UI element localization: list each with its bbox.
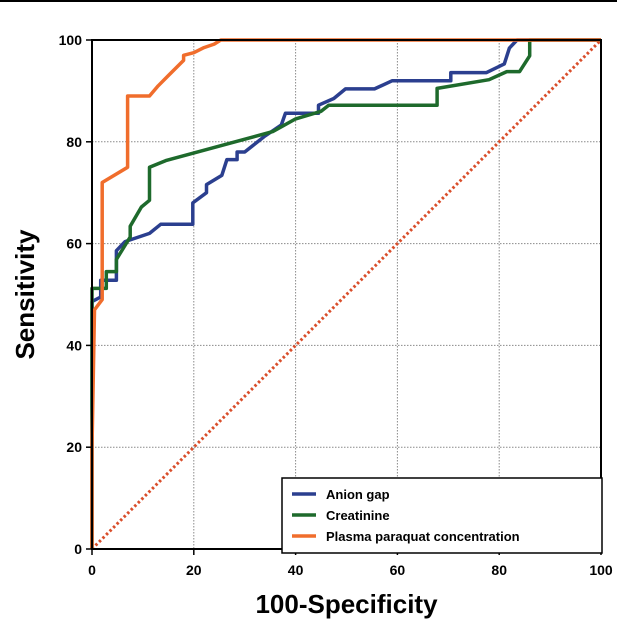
grid-lines xyxy=(92,40,601,549)
series-line-anion-gap xyxy=(90,38,601,549)
series-lines xyxy=(90,38,601,549)
y-tick-label: 80 xyxy=(66,134,82,150)
x-tick-label: 40 xyxy=(288,562,304,578)
y-tick-label: 20 xyxy=(66,439,82,455)
x-tick-label: 80 xyxy=(491,562,507,578)
legend-label: Creatinine xyxy=(326,508,390,523)
y-axis-title: Sensitivity xyxy=(10,229,40,360)
x-tick-label: 100 xyxy=(589,562,613,578)
y-tick-label: 60 xyxy=(66,236,82,252)
reference-line xyxy=(90,38,603,551)
legend: Anion gap Creatinine Plasma paraquat conce… xyxy=(281,477,603,554)
top-border-rule xyxy=(0,0,617,2)
x-tick-label: 0 xyxy=(88,562,96,578)
y-tick-label: 0 xyxy=(74,541,82,557)
axis-ticks: 0 20 40 60 80 100 0 20 40 60 80 100 xyxy=(59,32,613,578)
legend-label: Plasma paraquat concentration xyxy=(326,529,520,544)
x-tick-label: 60 xyxy=(390,562,406,578)
x-axis-title: 100-Specificity xyxy=(255,589,438,619)
y-tick-label: 40 xyxy=(66,337,82,353)
series-line-plasma-paraquat-concentration xyxy=(90,38,601,549)
legend-label: Anion gap xyxy=(326,487,390,502)
x-tick-label: 20 xyxy=(186,562,202,578)
reference-diagonal xyxy=(90,38,603,551)
y-tick-label: 100 xyxy=(59,32,83,48)
series-line-creatinine xyxy=(90,38,601,549)
legend-box xyxy=(281,477,603,554)
